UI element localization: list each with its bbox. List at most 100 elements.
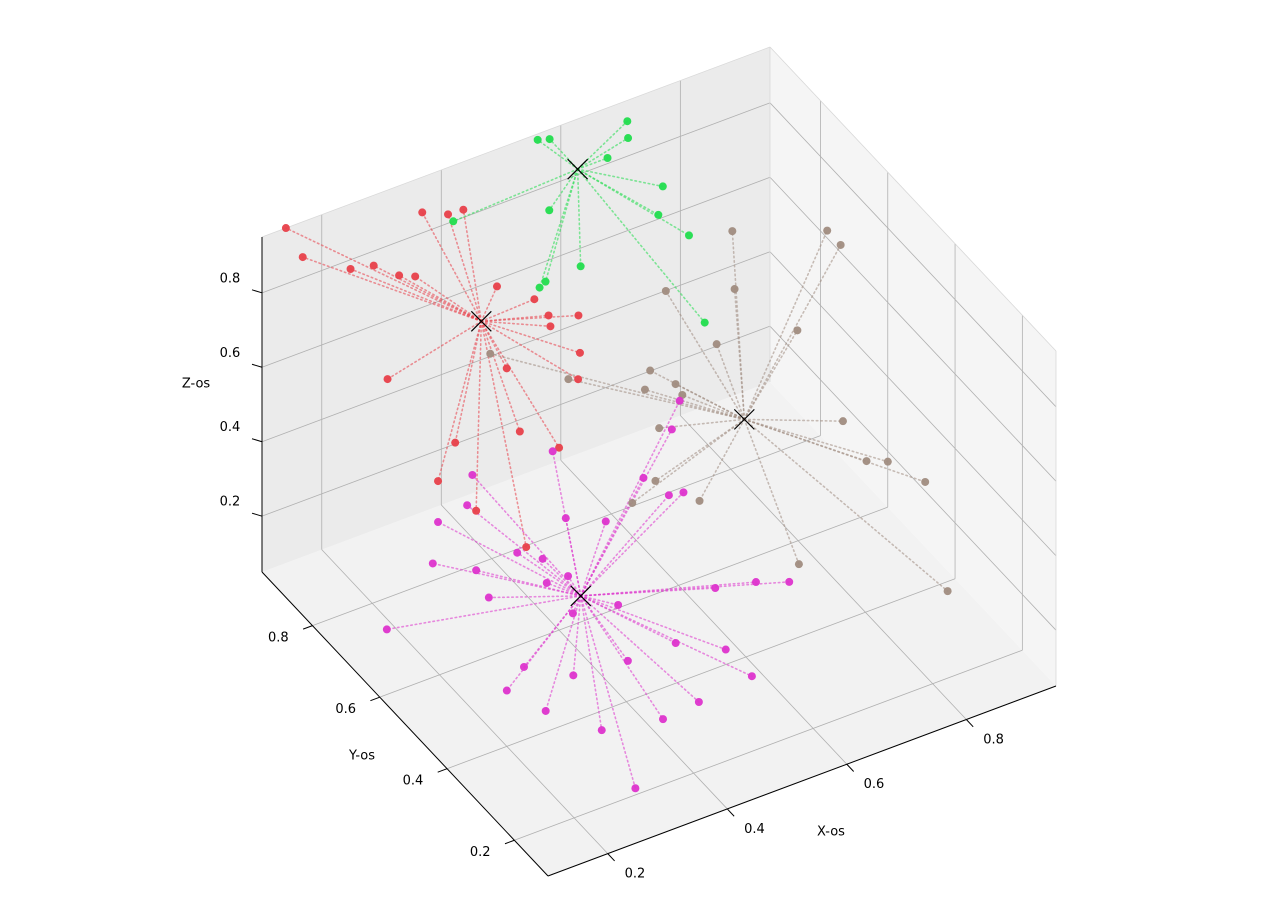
connector-line bbox=[576, 168, 582, 268]
centroid-marker bbox=[470, 310, 492, 332]
data-point bbox=[472, 566, 481, 575]
centroid-stroke bbox=[567, 158, 589, 180]
x-tick-label: 0.8 bbox=[983, 732, 1004, 747]
connector-line bbox=[743, 418, 926, 483]
data-point bbox=[574, 311, 583, 320]
connector-line bbox=[665, 290, 746, 421]
grid-line-x-floor bbox=[560, 459, 848, 765]
connector-line bbox=[743, 244, 842, 421]
centroid-stroke bbox=[470, 310, 492, 332]
data-point bbox=[574, 375, 583, 384]
data-point bbox=[428, 559, 437, 568]
data-point bbox=[382, 625, 391, 634]
data-point bbox=[513, 548, 522, 557]
y-tick-label: 0.2 bbox=[470, 845, 491, 860]
z-tick bbox=[251, 438, 263, 443]
data-point bbox=[535, 283, 544, 292]
centroid-marker bbox=[570, 585, 592, 607]
data-point bbox=[628, 498, 637, 507]
data-point bbox=[601, 517, 610, 526]
data-point bbox=[700, 318, 709, 327]
data-point bbox=[383, 375, 392, 384]
grid-line-z-side bbox=[769, 325, 1057, 631]
data-point bbox=[411, 272, 420, 281]
grid-line-x-floor bbox=[441, 504, 728, 810]
axis-lines bbox=[251, 237, 1057, 877]
data-point bbox=[555, 443, 564, 452]
data-point bbox=[836, 240, 845, 249]
data-point bbox=[639, 473, 648, 482]
data-point bbox=[444, 210, 453, 219]
centroid-stroke bbox=[570, 585, 592, 607]
data-point bbox=[747, 672, 756, 681]
grid-line-z-back bbox=[261, 176, 771, 368]
grid-lines bbox=[261, 46, 1057, 854]
z-tick-label: 0.2 bbox=[220, 495, 241, 510]
connector-line bbox=[462, 208, 483, 323]
data-point bbox=[298, 253, 307, 262]
data-point bbox=[434, 477, 443, 486]
grid-line-z-side bbox=[769, 102, 1057, 408]
data-point bbox=[793, 326, 802, 335]
connector-line bbox=[480, 298, 536, 323]
data-point bbox=[883, 457, 892, 466]
connector-line bbox=[431, 562, 582, 597]
connector-line bbox=[743, 418, 800, 565]
data-point bbox=[561, 514, 570, 523]
data-point bbox=[548, 447, 557, 456]
connector-line bbox=[579, 595, 603, 731]
data-point bbox=[659, 715, 668, 724]
x-tick bbox=[965, 719, 974, 728]
x-tick bbox=[726, 808, 735, 817]
grid-line-x-floor bbox=[321, 549, 609, 854]
data-point bbox=[823, 226, 832, 235]
grid-line-z-side bbox=[769, 177, 1057, 482]
connector-line bbox=[454, 320, 483, 444]
data-point bbox=[664, 491, 673, 500]
grid-line-y-floor bbox=[379, 506, 888, 698]
x-tick bbox=[846, 763, 855, 772]
connector-line bbox=[488, 595, 582, 599]
connector-line bbox=[489, 352, 746, 421]
data-point bbox=[395, 271, 404, 280]
data-point bbox=[661, 286, 670, 295]
data-point bbox=[785, 577, 794, 586]
y-tick-label: 0.8 bbox=[268, 631, 289, 646]
connector-line bbox=[386, 320, 483, 380]
connector-line bbox=[544, 168, 579, 283]
side-wall-pane bbox=[770, 47, 1056, 686]
z-tick bbox=[251, 363, 263, 368]
connector-line bbox=[579, 595, 637, 790]
connector-line bbox=[480, 314, 580, 323]
x-tick bbox=[607, 853, 615, 862]
data-point bbox=[675, 396, 684, 405]
data-point bbox=[711, 584, 720, 593]
connector-line bbox=[548, 168, 579, 212]
data-point bbox=[569, 671, 578, 680]
connector-line bbox=[480, 320, 579, 381]
grid-line-z-side bbox=[769, 251, 1057, 556]
data-point bbox=[522, 543, 531, 552]
data-point bbox=[546, 322, 555, 331]
floor-pane bbox=[262, 382, 1056, 876]
connector-line bbox=[386, 595, 582, 631]
data-point bbox=[651, 476, 660, 485]
centroid-stroke bbox=[733, 408, 755, 430]
data-point bbox=[721, 645, 730, 654]
data-point bbox=[542, 578, 551, 587]
connector-line bbox=[480, 320, 581, 354]
data-point bbox=[459, 205, 468, 214]
data-point bbox=[564, 572, 573, 581]
connector-line bbox=[545, 582, 582, 597]
connector-line bbox=[579, 587, 717, 597]
data-point bbox=[346, 265, 355, 274]
data-point bbox=[533, 135, 542, 144]
data-point bbox=[655, 424, 664, 433]
grid-line-z-back bbox=[261, 251, 771, 443]
data-point bbox=[640, 385, 649, 394]
data-point bbox=[862, 457, 871, 466]
data-point bbox=[449, 217, 458, 226]
data-point bbox=[631, 784, 640, 793]
connector-line bbox=[743, 418, 844, 422]
axis-panes bbox=[262, 47, 1056, 876]
